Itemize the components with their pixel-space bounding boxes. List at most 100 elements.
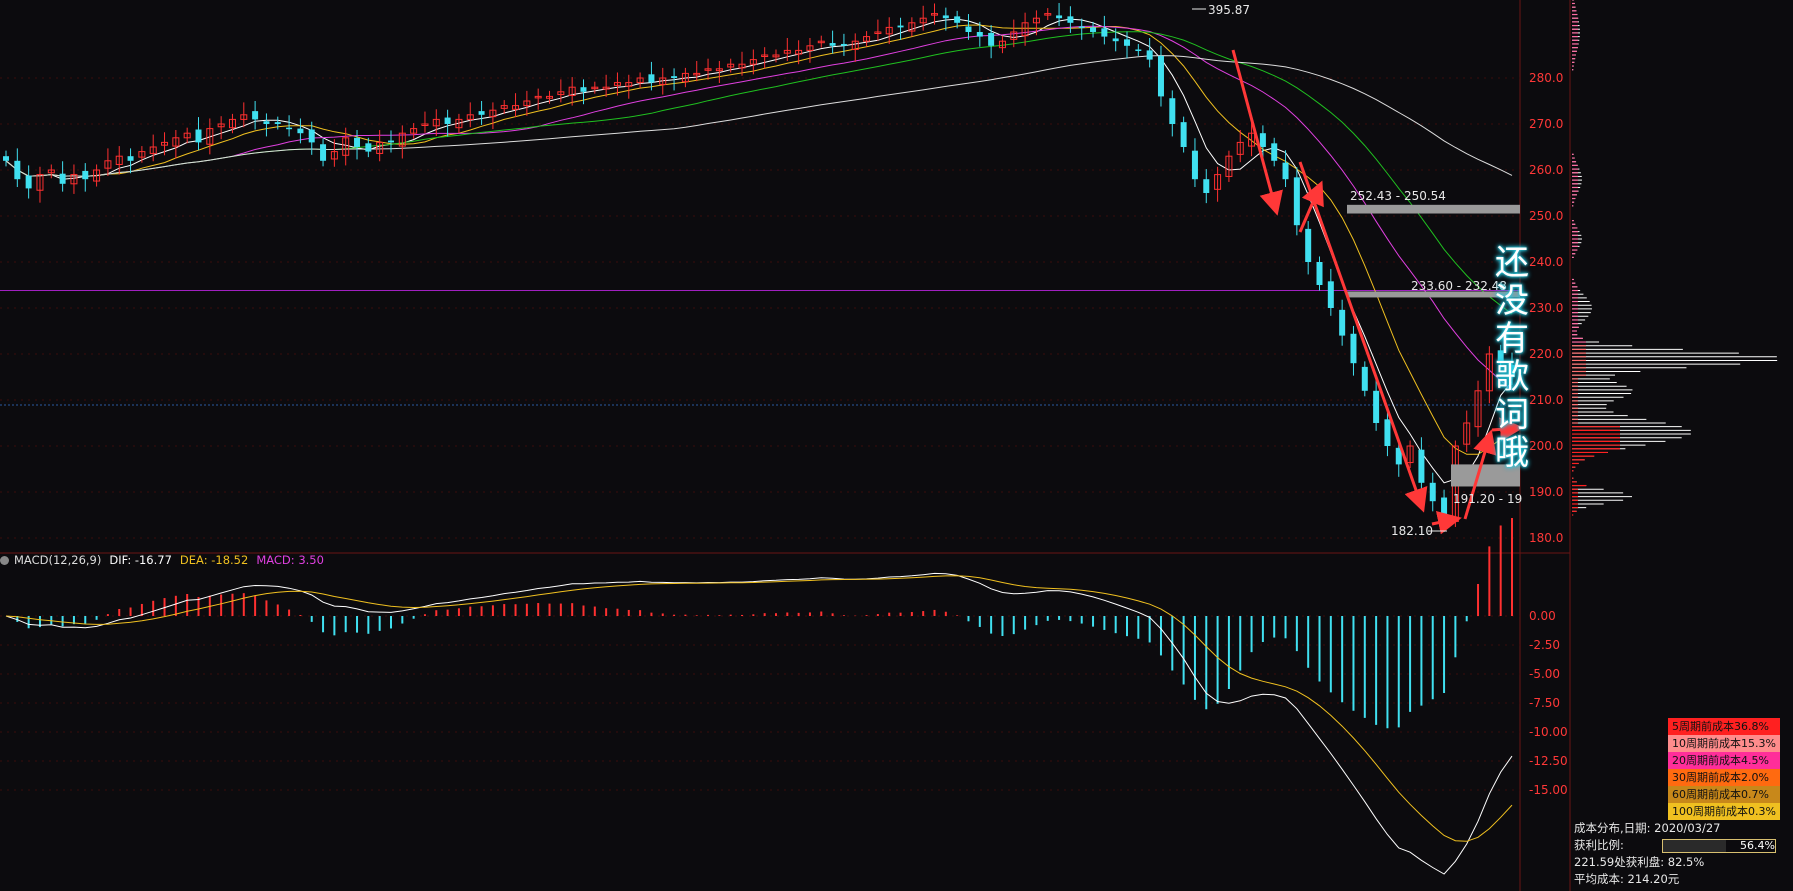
cost-distribution-profile [1572, 0, 1778, 516]
candle-body-down [1112, 38, 1119, 42]
candle-body-down [671, 76, 678, 78]
price-tick-label: 180.0 [1529, 531, 1563, 545]
candle-body-down [1259, 133, 1266, 147]
candle-body-up [874, 31, 882, 34]
candle-body-up [534, 95, 542, 99]
candle-body-up [1474, 390, 1482, 428]
candle-body-up [104, 160, 112, 169]
candle-body-up [761, 54, 769, 57]
candle-body-down [25, 175, 32, 189]
candle-body-up [172, 137, 180, 147]
vertical-text-char: 词 [1495, 395, 1529, 435]
candle-body-down [444, 117, 451, 124]
trend-arrow [1298, 161, 1428, 513]
candle-body-up [376, 141, 384, 154]
candle-body-down [840, 43, 847, 46]
profit-ratio-box: 56.4% [1662, 839, 1776, 853]
candle-body-down [3, 156, 9, 161]
macd-tick-label: -10.00 [1529, 725, 1568, 739]
candle-body-up [70, 174, 78, 185]
candle-body-down [1157, 55, 1164, 97]
macd-tick-label: -12.50 [1529, 754, 1568, 768]
candle-body-down [1067, 16, 1074, 23]
candle-body-up [863, 36, 871, 42]
candle-body-up [568, 86, 576, 96]
candle-body-up [1248, 132, 1256, 147]
macd-histogram [16, 518, 1513, 729]
candle-body-down [1350, 333, 1357, 364]
candle-body-up [512, 105, 520, 110]
candle-body-down [1316, 262, 1323, 285]
average-cost: 平均成本: 214.20元 [1574, 872, 1680, 886]
candle-body-up [693, 72, 701, 76]
price-axis: 280.0 270.0 260.0 250.0 240.0 230.0 220.0 210.0… [1529, 71, 1563, 545]
price-tick-label: 210.0 [1529, 393, 1563, 407]
macd-dif-line [5, 572, 1513, 875]
cost-date: 成本分布,日期: 2020/03/27 [1574, 821, 1721, 835]
trend-arrow [1298, 180, 1324, 233]
candle-body-down [195, 129, 202, 143]
candle-body-up [240, 114, 248, 120]
price-tick-label: 270.0 [1529, 117, 1563, 131]
candle-body-up [217, 123, 225, 128]
candle-body-up [36, 174, 44, 191]
profit-at-price: 221.59处获利盘: 82.5% [1574, 855, 1705, 869]
candle-body-down [1361, 366, 1368, 391]
candle-body-down [308, 129, 315, 143]
candle-body-up [398, 132, 406, 147]
candle-body-up [432, 118, 440, 127]
cost-legend-item: 60周期前成本0.7% [1668, 786, 1780, 803]
candle-body-up [1225, 155, 1233, 177]
candle-body-down [1418, 449, 1425, 483]
profit-ratio-value: 56.4% [1740, 839, 1775, 852]
macd-dea: DEA: -18.52 [179, 553, 249, 567]
macd-dif: DIF: -16.77 [109, 553, 172, 567]
candle-body-up [727, 63, 735, 68]
candle-body-up [1021, 22, 1029, 37]
candle-body-down [1327, 281, 1334, 308]
macd-dea-line [5, 575, 1513, 842]
candle-body-down [942, 15, 949, 19]
zone1-label: 252.43 - 250.54 [1350, 189, 1446, 203]
profit-ratio-label: 获利比例: [1574, 838, 1624, 852]
candle-body-down [1090, 27, 1097, 32]
macd-lines [5, 572, 1513, 875]
candle-body-down [387, 140, 394, 143]
candle-body-down [580, 87, 587, 92]
indicator-toggle-icon[interactable] [0, 556, 9, 565]
candle-body-up [1010, 31, 1018, 40]
candle-body-up [1406, 445, 1414, 464]
candle-body-up [613, 82, 621, 86]
candle-body-up [602, 86, 610, 90]
candle-body-up [908, 22, 916, 32]
profit-ratio-fill [1663, 840, 1727, 852]
candle-body-down [1191, 150, 1198, 180]
candle-body-down [127, 156, 134, 161]
candle-body-up [783, 49, 791, 54]
candle-body-up [659, 77, 667, 85]
candle-body-up [636, 77, 644, 84]
zone-band [1347, 204, 1520, 214]
candle-body-up [885, 26, 893, 35]
candle-body-down [1135, 49, 1142, 51]
price-tick-label: 220.0 [1529, 347, 1563, 361]
candle-body-up [161, 141, 169, 146]
trend-arrow [1231, 49, 1283, 216]
cost-legend-item: 5周期前成本36.8% [1668, 718, 1780, 735]
candle-body-up [149, 146, 157, 154]
vertical-text-char: 还 [1495, 243, 1529, 283]
macd-tick-label: -7.50 [1529, 696, 1560, 710]
cost-legend-item: 20周期前成本4.5% [1668, 752, 1780, 769]
candlestick-series [3, 3, 1515, 533]
candle-body-down [1293, 177, 1300, 226]
candle-body-up [738, 63, 746, 69]
price-tick-label: 230.0 [1529, 301, 1563, 315]
chart-grid [0, 0, 1571, 891]
macd-tick-label: -2.50 [1529, 638, 1560, 652]
candle-body-up [772, 54, 780, 58]
candle-body-down [1373, 390, 1380, 423]
zone3-label: 191.20 - 19 [1453, 492, 1522, 506]
price-tick-label: 190.0 [1529, 485, 1563, 499]
candle-body-down [648, 74, 655, 83]
